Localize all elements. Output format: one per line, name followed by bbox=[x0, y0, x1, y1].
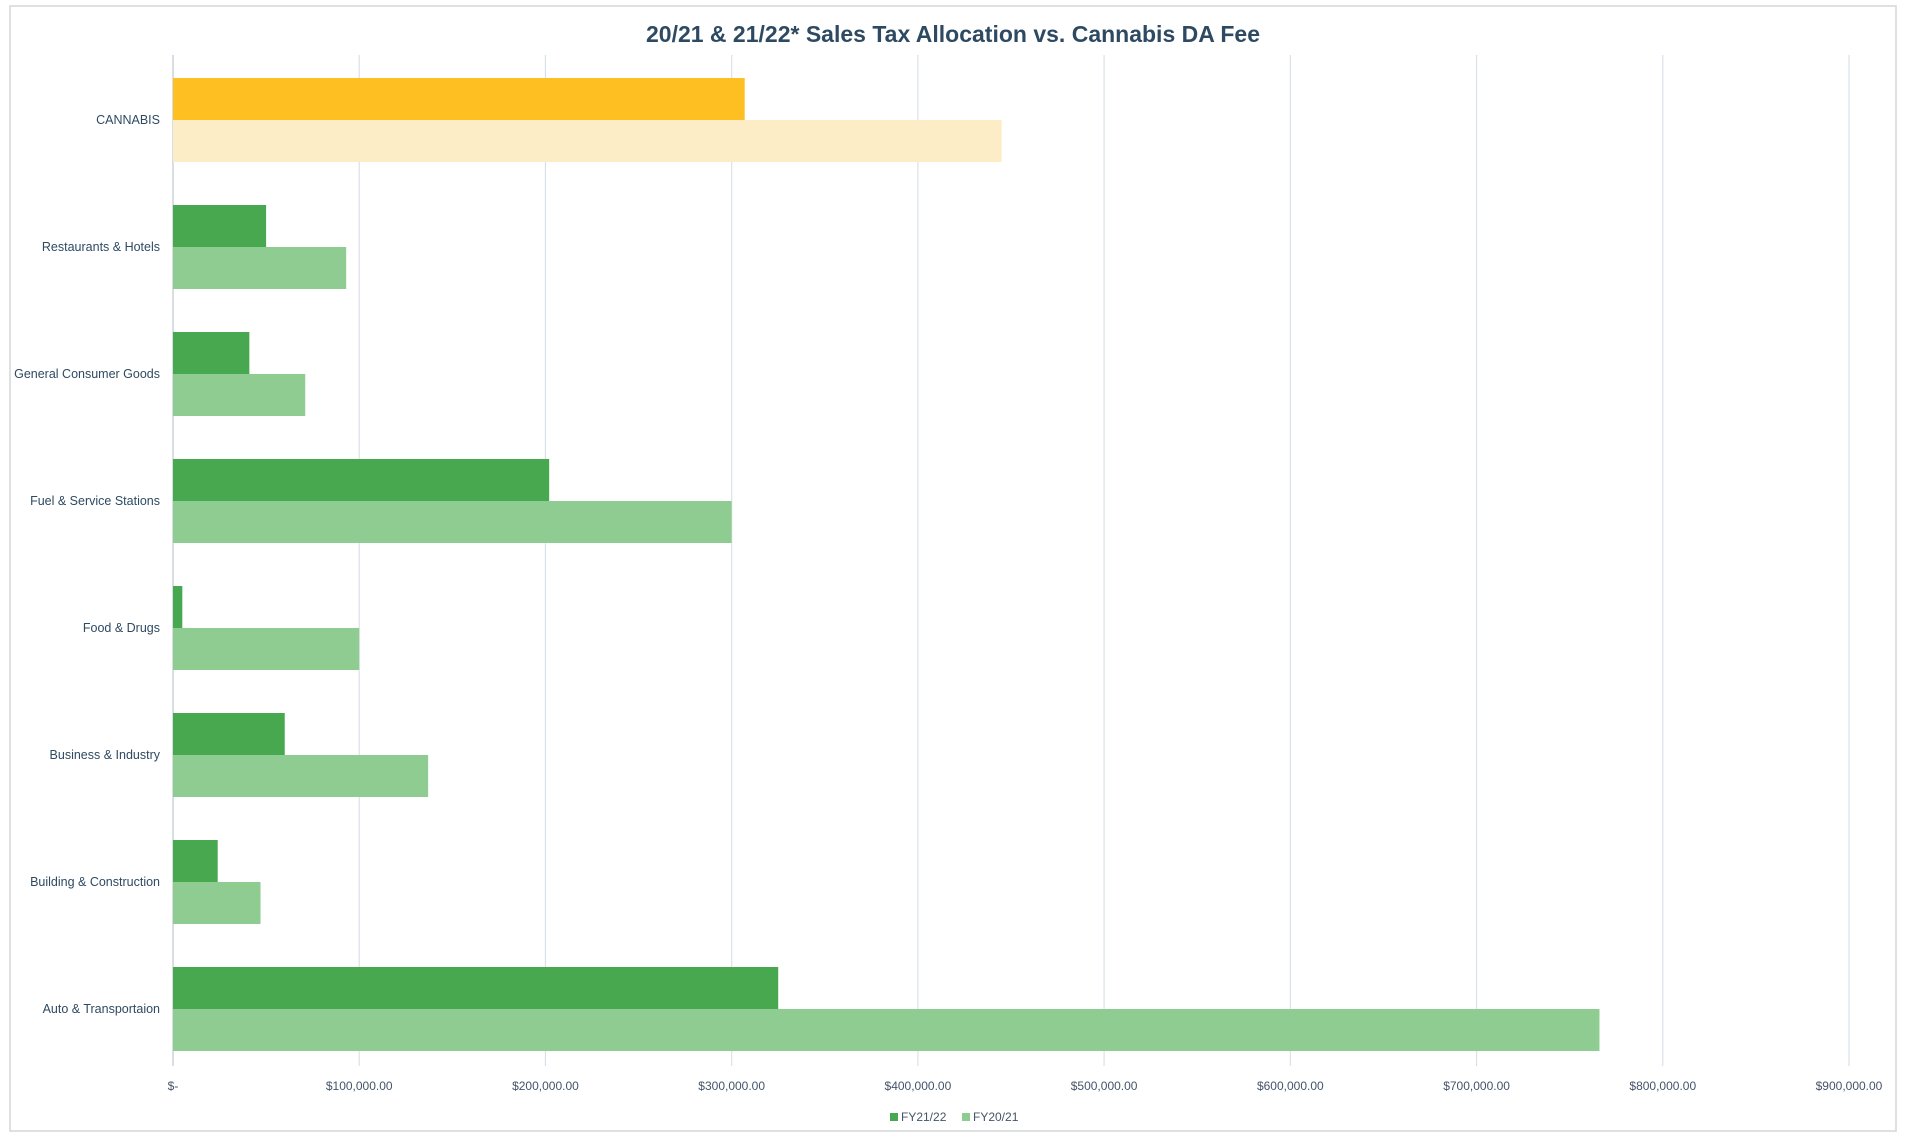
x-tick-label: $600,000.00 bbox=[1257, 1079, 1324, 1093]
category-label: Fuel & Service Stations bbox=[30, 494, 160, 508]
category-label: Business & Industry bbox=[50, 748, 161, 762]
bar-fy21-22 bbox=[173, 205, 267, 247]
category-label: Restaurants & Hotels bbox=[42, 240, 160, 254]
legend: FY21/22 FY20/21 bbox=[890, 1110, 1019, 1124]
bar-fy21-22 bbox=[173, 840, 218, 882]
category-label: General Consumer Goods bbox=[14, 367, 160, 381]
chart-title: 20/21 & 21/22* Sales Tax Allocation vs. … bbox=[646, 21, 1260, 47]
bar-fy21-22 bbox=[173, 586, 183, 628]
x-tick-label: $100,000.00 bbox=[326, 1079, 393, 1093]
x-tick-label: $200,000.00 bbox=[512, 1079, 579, 1093]
bar-fy20-21 bbox=[173, 755, 429, 797]
x-tick-label: $700,000.00 bbox=[1443, 1079, 1510, 1093]
legend-label-fy21-22: FY21/22 bbox=[901, 1110, 947, 1124]
bar-fy20-21 bbox=[173, 247, 347, 289]
bar-fy20-21 bbox=[173, 882, 261, 924]
x-tick-label: $- bbox=[168, 1079, 179, 1093]
legend-swatch-fy21-22 bbox=[890, 1113, 898, 1121]
grid-lines bbox=[172, 55, 1850, 1066]
category-label: Auto & Transportaion bbox=[43, 1002, 160, 1016]
x-tick-labels: $- $100,000.00 $200,000.00 $300,000.00 $400,… bbox=[168, 1079, 1883, 1093]
x-tick-label: $800,000.00 bbox=[1629, 1079, 1696, 1093]
x-tick-label: $300,000.00 bbox=[698, 1079, 765, 1093]
bar-fy21-22 bbox=[173, 967, 779, 1009]
bar-fy20-21 bbox=[173, 628, 360, 670]
legend-swatch-fy20-21 bbox=[962, 1113, 970, 1121]
bar-fy21-22 bbox=[173, 78, 745, 120]
x-tick-label: $400,000.00 bbox=[885, 1079, 952, 1093]
bars bbox=[173, 78, 1600, 1051]
category-labels: CANNABIS Restaurants & Hotels General Cons… bbox=[14, 113, 161, 1016]
x-tick-label: $500,000.00 bbox=[1071, 1079, 1138, 1093]
bar-fy21-22 bbox=[173, 713, 285, 755]
legend-label-fy20-21: FY20/21 bbox=[973, 1110, 1019, 1124]
chart-frame bbox=[9, 5, 1897, 1132]
category-label: Building & Construction bbox=[30, 875, 160, 889]
category-label: CANNABIS bbox=[96, 113, 160, 127]
bar-fy20-21 bbox=[173, 374, 306, 416]
bar-fy21-22 bbox=[173, 332, 250, 374]
bar-fy20-21 bbox=[173, 1009, 1600, 1051]
category-label: Food & Drugs bbox=[83, 621, 160, 635]
x-tick-label: $900,000.00 bbox=[1816, 1079, 1883, 1093]
bar-fy21-22 bbox=[173, 459, 550, 501]
bar-fy20-21 bbox=[173, 120, 1002, 162]
bar-fy20-21 bbox=[173, 501, 732, 543]
